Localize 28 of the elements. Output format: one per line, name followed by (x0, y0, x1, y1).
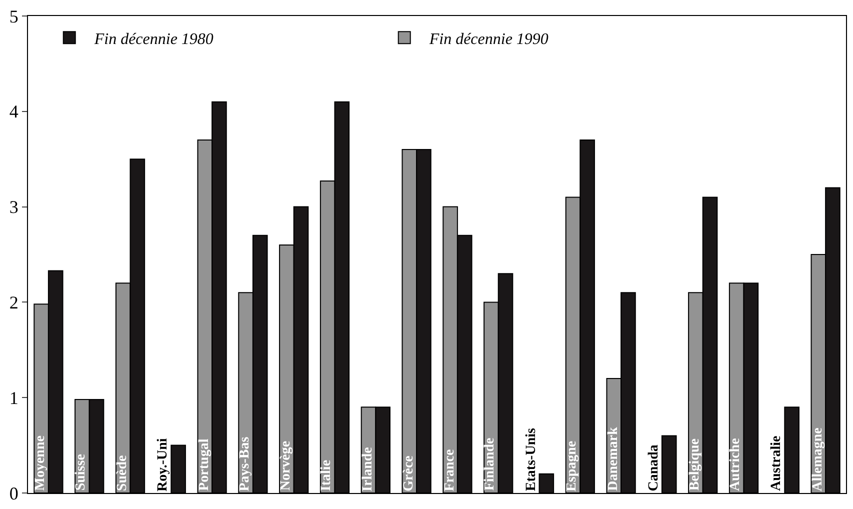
x-tick-label: Irlande (360, 447, 376, 492)
legend-label: Fin décennie 1990 (428, 30, 548, 48)
y-tick-label: 2 (9, 292, 18, 312)
y-tick-label: 5 (9, 6, 18, 26)
x-tick-label: Australie (768, 436, 784, 491)
x-tick-label: Etats-Unis (524, 428, 540, 492)
x-tick-label: Danemark (606, 426, 621, 491)
x-tick-label: Italie (319, 460, 334, 492)
y-tick-label: 3 (9, 197, 18, 218)
y-tick-label: 4 (9, 102, 18, 122)
y-tick-label: 0 (9, 483, 18, 504)
y-tick-label: 1 (9, 388, 18, 408)
x-tick-label: Allemagne (810, 428, 826, 492)
x-tick-label: Suisse (74, 454, 89, 491)
x-tick-label: Canada (646, 444, 662, 492)
x-tick-label: France (442, 449, 458, 492)
x-tick-label: Finlande (482, 438, 498, 491)
x-tick-label: Suède (115, 455, 130, 492)
x-tick-label: Roy.-Uni (155, 438, 170, 492)
x-tick-label: Moyenne (32, 436, 48, 491)
x-tick-label: Norvège (278, 440, 294, 491)
x-tick-label: Belgique (688, 438, 703, 491)
legend-label: Fin décennie 1980 (93, 30, 214, 48)
x-tick-label: Grèce (401, 456, 416, 492)
x-tick-label: Portugal (196, 438, 212, 491)
x-tick-label: Pays-Bas (237, 436, 252, 492)
x-tick-label: Autriche (728, 438, 744, 492)
x-tick-label: Espagne (564, 440, 580, 492)
